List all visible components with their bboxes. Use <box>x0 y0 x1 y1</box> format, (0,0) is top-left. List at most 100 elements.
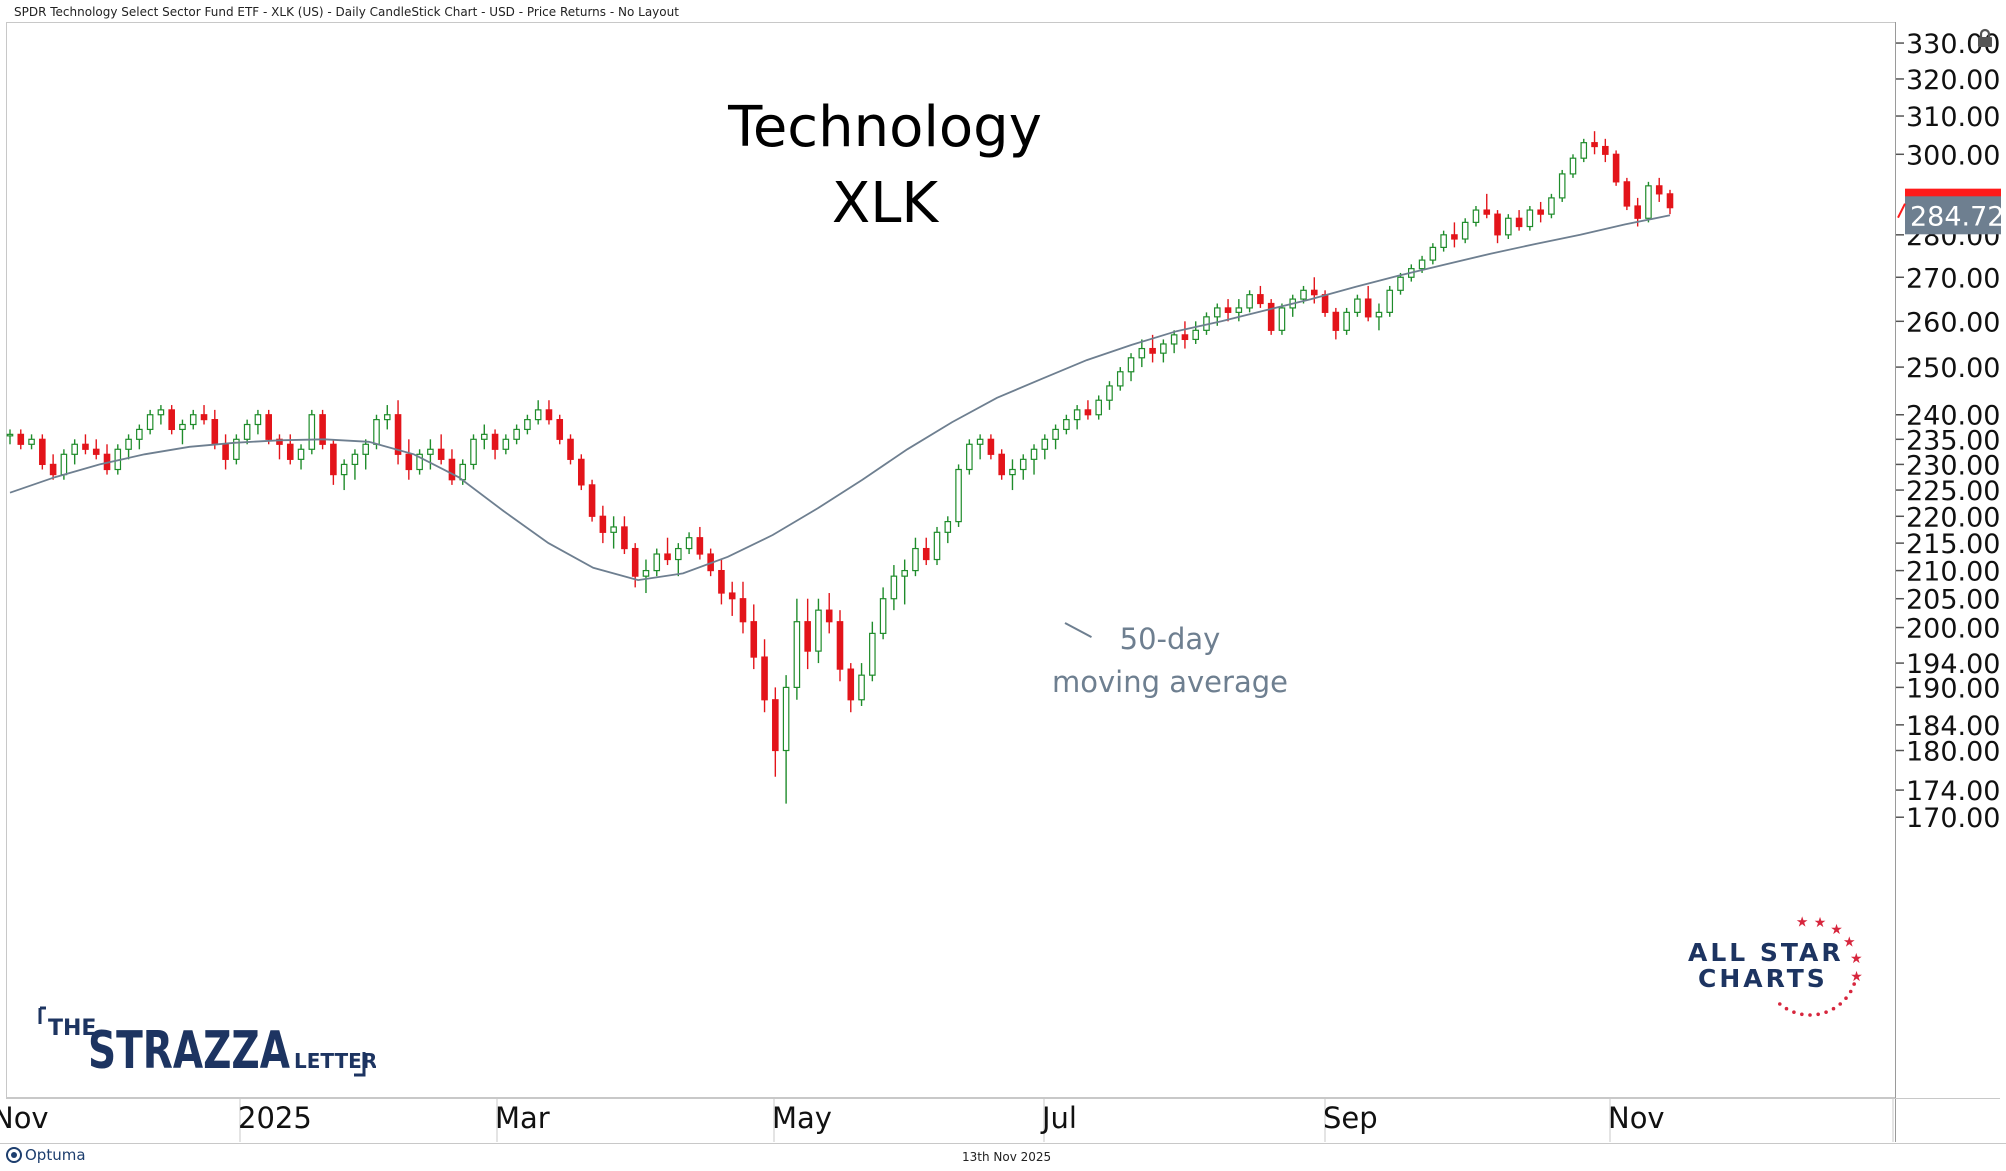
candle-body <box>1138 347 1146 359</box>
candle <box>125 434 132 460</box>
candle-body <box>599 515 607 533</box>
y-tick-label: 190.00 <box>1906 673 2000 704</box>
candle-body <box>1106 385 1113 401</box>
y-tick-label: 300.00 <box>1906 140 2000 171</box>
candle-body <box>1354 298 1361 313</box>
candle-body <box>944 521 952 533</box>
candle-body <box>211 419 219 445</box>
candle <box>1397 272 1404 295</box>
candle-body <box>319 414 326 445</box>
candle-body <box>1127 357 1135 373</box>
candle-body <box>1505 217 1512 236</box>
candle <box>1623 177 1631 211</box>
candle-body <box>362 443 370 455</box>
candle-body <box>394 414 402 455</box>
candle <box>1063 414 1070 435</box>
candle <box>1041 434 1049 460</box>
candle-body <box>1472 209 1480 223</box>
candle <box>1138 339 1146 368</box>
candle-body <box>642 569 650 577</box>
candle-body <box>1192 329 1200 341</box>
candle <box>405 439 413 480</box>
candle-body <box>179 423 186 431</box>
candle-body <box>696 537 704 555</box>
candle-body <box>1332 311 1340 331</box>
lock-icon[interactable] <box>1976 28 1994 48</box>
chart-subtitle-line: XLK <box>831 171 939 236</box>
candle <box>1505 214 1512 239</box>
y-tick-label: 225.00 <box>1906 476 2000 507</box>
y-tick-label: 250.00 <box>1906 353 2000 384</box>
allstar-star: ★ <box>1843 935 1856 951</box>
candle-body <box>1461 221 1469 240</box>
candle-body <box>1526 209 1534 228</box>
candle <box>642 559 650 594</box>
candle <box>718 559 725 605</box>
candle <box>1116 367 1124 391</box>
candle-body <box>836 621 844 670</box>
candle <box>340 459 348 491</box>
candle <box>1591 131 1598 155</box>
candle-body <box>330 443 337 476</box>
candle <box>1612 150 1620 186</box>
candle <box>1429 243 1437 265</box>
candle <box>545 400 553 425</box>
candle <box>804 598 811 670</box>
candle-body <box>92 448 100 455</box>
candle <box>1106 381 1113 410</box>
candle <box>739 581 747 634</box>
y-tick-label: 230.00 <box>1906 450 2000 481</box>
candle-body <box>815 609 822 652</box>
candle-body <box>1558 173 1566 199</box>
allstar-star: ★ <box>1796 915 1809 931</box>
y-tick-label: 260.00 <box>1906 307 2000 338</box>
candle <box>901 559 908 605</box>
candle-body <box>6 433 14 437</box>
strazza-the-text: THE <box>48 1016 96 1041</box>
chart-header-title: SPDR Technology Select Sector Fund ETF -… <box>14 5 679 19</box>
allstar-dot <box>1777 1002 1782 1006</box>
candle <box>664 537 671 566</box>
candle-body <box>685 537 693 550</box>
candle <box>772 687 779 777</box>
candle <box>308 409 316 455</box>
candle-body <box>1160 343 1167 354</box>
candle-body <box>222 443 229 460</box>
candle-body <box>1300 289 1307 300</box>
strazza-letter-text: LETTER <box>294 1049 376 1073</box>
candle <box>1386 285 1394 317</box>
candle-body <box>17 433 25 445</box>
candle-body <box>243 423 251 440</box>
candle-body <box>1386 289 1394 313</box>
candle <box>1181 321 1189 349</box>
candle <box>1440 230 1447 252</box>
y-tick-label: 240.00 <box>1906 401 2000 432</box>
candle-body <box>168 409 175 431</box>
candle-body <box>1591 142 1598 148</box>
candle-body <box>351 453 359 466</box>
ma-annotation-line1: 50-day <box>1119 622 1221 656</box>
y-tick-label: 215.00 <box>1906 529 2000 560</box>
candle-body <box>869 632 876 676</box>
candle-body <box>82 443 89 450</box>
candle-body <box>1278 307 1286 331</box>
candle <box>1224 299 1232 322</box>
candle <box>211 409 219 450</box>
candle <box>513 424 520 445</box>
candle-body <box>470 438 477 466</box>
candle <box>1645 181 1652 223</box>
moving-average-line <box>9 214 1671 582</box>
candle <box>1483 193 1491 219</box>
date-axis-divider <box>6 1098 2000 1099</box>
candle-body <box>60 453 68 476</box>
candle <box>1451 222 1458 248</box>
candle-body <box>545 409 553 421</box>
candle-body <box>524 419 531 431</box>
candle-body <box>1612 153 1620 183</box>
candle <box>265 409 272 445</box>
allstar-dot <box>1784 1006 1789 1011</box>
optuma-brand: Optuma <box>6 1146 86 1164</box>
candle <box>1548 193 1555 219</box>
candle <box>179 419 186 445</box>
